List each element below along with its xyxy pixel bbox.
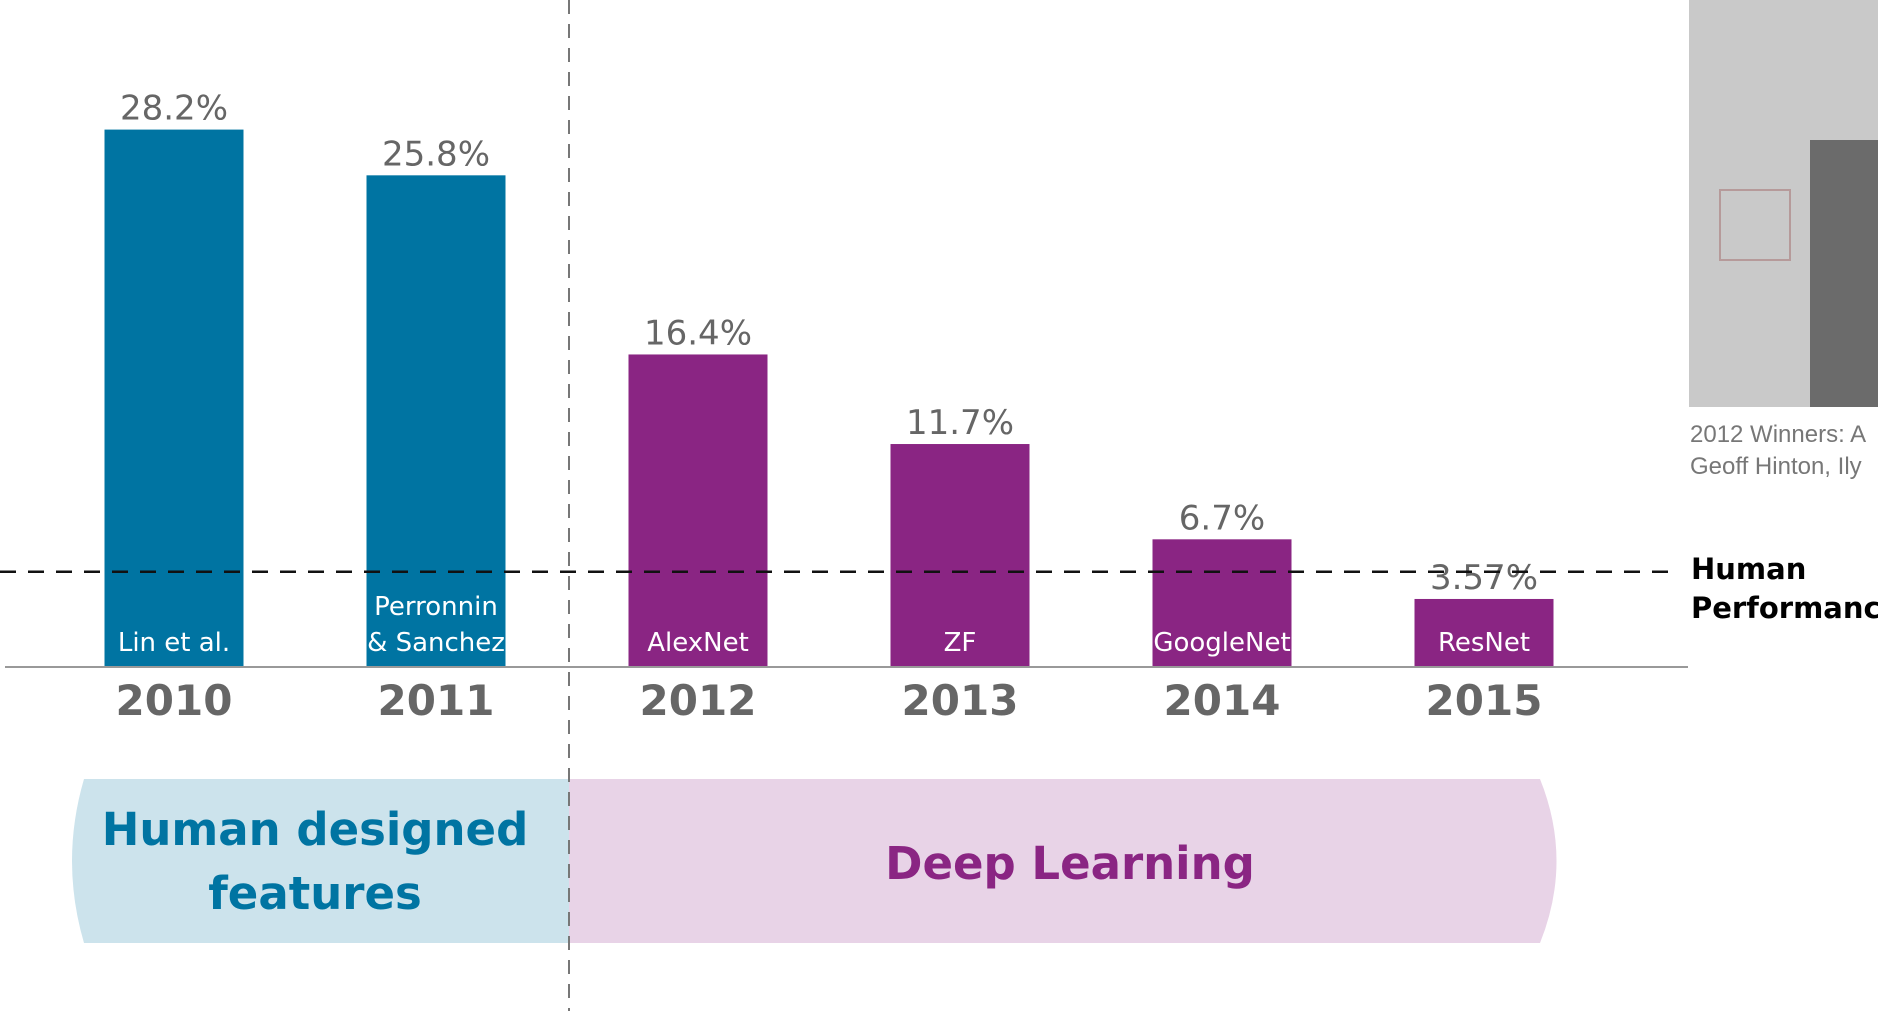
- x-tick-label: 2015: [1426, 676, 1543, 725]
- bar-label: GoogleNet: [1153, 625, 1292, 661]
- x-tick-label: 2011: [378, 676, 495, 725]
- bar-label: Perronnin & Sanchez: [367, 589, 506, 661]
- photo-person: [1810, 140, 1878, 407]
- page: 28.2% 2010 25.8% 2011 16.4% 2012 11.7% 2013 6.7%…: [0, 0, 1878, 1011]
- bar-label: ZF: [891, 625, 1030, 661]
- value-label: 25.8%: [382, 134, 490, 174]
- reference-label: Human Performance: [1691, 550, 1861, 628]
- bar-label: Lin et al.: [105, 625, 244, 661]
- value-label: 3.57%: [1430, 558, 1538, 598]
- group-label: Deep Learning: [700, 838, 1440, 890]
- value-label: 28.2%: [120, 89, 228, 129]
- photo-caption: 2012 Winners: A: [1690, 421, 1866, 448]
- value-label: 16.4%: [644, 313, 752, 353]
- bar: [105, 130, 244, 667]
- value-label: 6.7%: [1179, 498, 1265, 538]
- group-label: Human designed features: [80, 798, 550, 926]
- bar-label: AlexNet: [629, 625, 768, 661]
- x-tick-label: 2014: [1164, 676, 1281, 725]
- bar-label: ResNet: [1415, 625, 1554, 661]
- photo-caption: Geoff Hinton, Ily: [1690, 453, 1862, 480]
- x-tick-label: 2012: [640, 676, 757, 725]
- x-tick-label: 2010: [116, 676, 233, 725]
- bar: [629, 354, 768, 667]
- value-label: 11.7%: [906, 403, 1014, 443]
- x-tick-label: 2013: [902, 676, 1019, 725]
